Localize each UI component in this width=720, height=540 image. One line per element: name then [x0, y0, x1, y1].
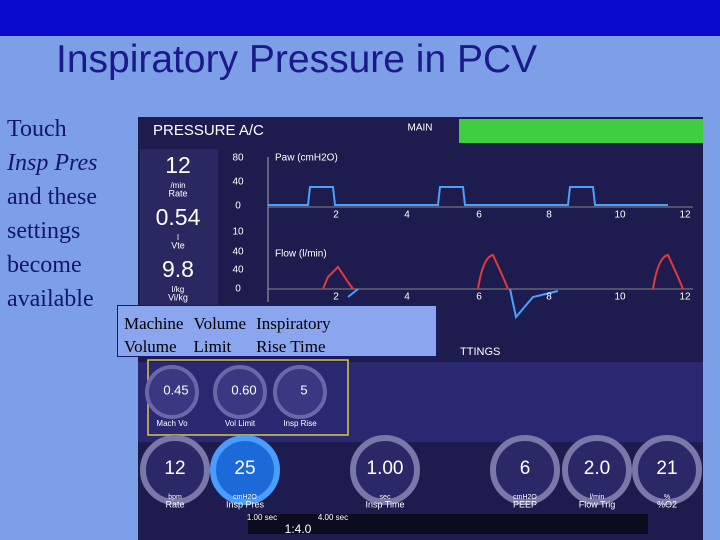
flow-wave-exp	[347, 288, 559, 320]
small-knob-label: Vol Limit	[225, 419, 256, 428]
flow-x-tick: 8	[546, 292, 552, 303]
knob	[490, 435, 560, 505]
paw-tick: 80	[232, 153, 244, 164]
flow-x-tick: 4	[404, 292, 410, 303]
callout-line: Rise Time	[256, 337, 326, 356]
flow-label: Flow (l/min)	[275, 249, 327, 260]
slide-title: Inspiratory Pressure in PCV	[56, 38, 538, 81]
small-knob-label: Mach Vo	[156, 419, 188, 428]
flow-tick: 40	[232, 247, 244, 258]
callout-line: Volume	[124, 337, 177, 356]
monitor-value: 12	[165, 152, 191, 178]
ventilator-screen: PRESSURE A/C MAINTTINGS12/minRate0.54lVte…	[138, 117, 703, 540]
knob-value: 1.00	[367, 458, 404, 479]
paw-label: Paw (cmH2O)	[275, 153, 338, 164]
callout-line: Machine	[124, 314, 184, 333]
small-knob-value: 5	[300, 382, 307, 397]
knob-unit: l/min	[590, 494, 605, 501]
timing-bar	[248, 514, 648, 534]
tab-label: MAIN	[408, 123, 433, 134]
monitor-unit: l/kg	[172, 285, 184, 294]
knob-unit: %	[664, 494, 670, 501]
body-line: become	[7, 252, 82, 278]
knob-label: %O2	[657, 499, 677, 509]
paw-tick: 40	[232, 177, 244, 188]
paw-wave	[268, 186, 668, 206]
knob-label: Flow Trig	[579, 499, 616, 509]
flow-x-tick: 12	[679, 292, 691, 303]
timing-exp: 4.00 sec	[318, 513, 348, 522]
status-bar	[459, 119, 703, 143]
callout-line: Volume	[193, 314, 247, 333]
knob	[562, 435, 632, 505]
knob-value: 2.0	[584, 458, 610, 479]
timing-insp: 1.00 sec	[247, 513, 277, 522]
paw-x-tick: 2	[333, 210, 339, 221]
small-knob-label: Insp Rise	[283, 419, 317, 428]
knob-label: Insp Time	[365, 499, 404, 509]
body-line: and these	[7, 184, 97, 210]
knob-label: Rate	[165, 499, 184, 509]
knob-unit: cmH2O	[513, 494, 537, 501]
paw-x-tick: 12	[679, 210, 691, 221]
monitor-label: Vi/kg	[168, 292, 188, 302]
small-knob	[213, 365, 267, 419]
callout-line: Inspiratory	[256, 314, 331, 333]
paw-x-tick: 6	[476, 210, 482, 221]
body-line: available	[7, 286, 94, 312]
knob-value: 21	[656, 458, 677, 479]
monitor-value: 9.8	[162, 256, 194, 282]
knob	[632, 435, 702, 505]
flow-x-tick: 2	[333, 292, 339, 303]
settings-tab: TTINGS	[460, 346, 500, 358]
knob-unit: bpm	[168, 494, 182, 501]
monitor-unit: /min	[170, 181, 185, 190]
knob-label: Insp Pres	[226, 499, 265, 509]
knob	[140, 435, 210, 505]
knob	[210, 435, 280, 505]
small-knob	[273, 365, 327, 419]
paw-x-tick: 10	[614, 210, 626, 221]
knob-value: 12	[164, 458, 185, 479]
flow-tick: 40	[232, 265, 244, 276]
flow-tick: 0	[235, 284, 241, 295]
monitor-label: Vte	[171, 240, 185, 250]
paw-x-tick: 8	[546, 210, 552, 221]
callout: Machine Volume Volume Limit Inspiratory Rise …	[117, 305, 437, 357]
callout-line: Limit	[193, 337, 232, 356]
flow-x-tick: 10	[614, 292, 626, 303]
body-line: Touch	[7, 116, 67, 142]
knob-label: PEEP	[513, 499, 537, 509]
body-line: Insp Pres	[7, 150, 98, 176]
paw-tick: 10	[232, 227, 244, 238]
small-knob-value: 0.45	[163, 382, 188, 397]
knob-unit: sec	[380, 494, 391, 501]
mode-label: PRESSURE A/C	[153, 122, 264, 139]
top-bar	[0, 0, 720, 36]
paw-x-tick: 4	[404, 210, 410, 221]
knob-unit: cmH2O	[233, 494, 257, 501]
callout-item: Volume Limit	[193, 312, 246, 356]
knob-value: 25	[234, 458, 255, 479]
small-knob-value: 0.60	[231, 382, 256, 397]
knob-value: 6	[520, 458, 531, 479]
monitor-panel	[140, 149, 218, 305]
small-knob	[145, 365, 199, 419]
monitor-unit: l	[177, 233, 179, 242]
flow-wave-insp	[322, 253, 684, 290]
callout-item: Inspiratory Rise Time	[256, 312, 331, 356]
callout-item: Machine Volume	[124, 312, 183, 356]
monitor-label: Rate	[168, 188, 187, 198]
monitor-value: 0.54	[156, 204, 201, 230]
knob	[350, 435, 420, 505]
paw-tick: 0	[235, 201, 241, 212]
slide-body: Touch Insp Pres and these settings become ava…	[7, 112, 97, 316]
flow-x-tick: 6	[476, 292, 482, 303]
body-line: settings	[7, 218, 81, 244]
timing-ratio: 1:4.0	[285, 522, 312, 536]
